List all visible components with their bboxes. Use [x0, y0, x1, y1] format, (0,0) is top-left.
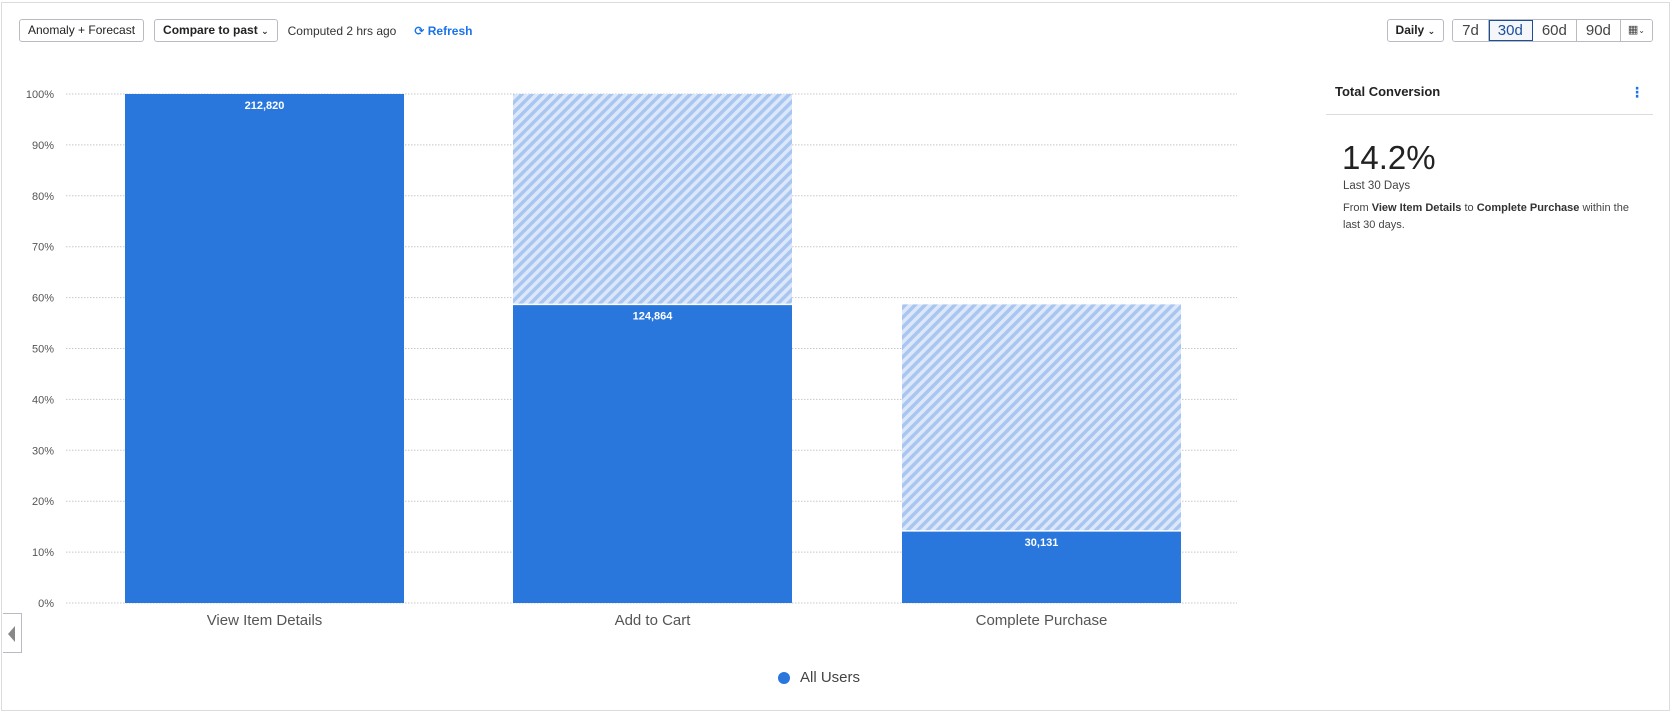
y-tick-label: 70%: [32, 242, 54, 254]
y-tick-label: 40%: [32, 394, 54, 406]
range-7d[interactable]: 7d: [1453, 20, 1489, 41]
y-tick-label: 10%: [32, 547, 54, 559]
calendar-button[interactable]: ▦⌄: [1620, 20, 1652, 41]
bar-value-label: 124,864: [633, 310, 674, 322]
conversion-description: From View Item Details to Complete Purch…: [1343, 200, 1648, 234]
toolbar-left: Anomaly + Forecast Compare to past ⌄ Com…: [19, 19, 472, 42]
desc-to: to: [1461, 202, 1477, 214]
dropoff-bar[interactable]: [902, 304, 1181, 531]
conversion-value: 14.2%: [1342, 139, 1436, 176]
interval-dropdown[interactable]: Daily ⌄: [1386, 19, 1445, 42]
desc-end-step: Complete Purchase: [1476, 202, 1580, 214]
legend-swatch: [778, 671, 790, 684]
refresh-label: Refresh: [427, 23, 473, 38]
y-tick-label: 100%: [26, 89, 54, 101]
range-30d[interactable]: 30d: [1488, 20, 1533, 41]
chevron-down-icon: ⌄: [1427, 26, 1436, 36]
compare-label: Compare to past: [163, 23, 258, 37]
computed-status: Computed 2 hrs ago: [287, 23, 397, 38]
refresh-icon: ⟳: [414, 23, 425, 38]
toolbar-right: Daily ⌄ 7d 30d 60d 90d ▦⌄: [1386, 19, 1653, 42]
legend-label: All Users: [800, 669, 861, 686]
category-label: Add to Cart: [615, 612, 692, 629]
range-90d[interactable]: 90d: [1576, 20, 1621, 41]
range-60d[interactable]: 60d: [1532, 20, 1577, 41]
y-tick-label: 0%: [38, 598, 54, 610]
legend: All Users: [778, 669, 860, 686]
chevron-down-icon: ⌄: [261, 26, 269, 36]
interval-label: Daily: [1395, 23, 1425, 37]
panel-title: Total Conversion: [1335, 84, 1441, 99]
y-tick-label: 30%: [32, 445, 54, 457]
y-tick-label: 20%: [32, 496, 54, 508]
kebab-menu-icon[interactable]: ⋮: [1630, 84, 1644, 100]
chevron-down-icon: ⌄: [1638, 26, 1645, 35]
anomaly-forecast-button[interactable]: Anomaly + Forecast: [19, 19, 145, 42]
range-selector: 7d 30d 60d 90d ▦⌄: [1452, 19, 1653, 42]
y-tick-label: 80%: [32, 191, 54, 203]
bar-value-label: 212,820: [245, 100, 285, 112]
calendar-icon: ▦: [1627, 24, 1639, 36]
conversion-period: Last 30 Days: [1343, 180, 1411, 192]
desc-start-step: View Item Details: [1371, 202, 1462, 214]
category-label: View Item Details: [207, 612, 323, 629]
desc-tail: within the last 30 days.: [1343, 202, 1629, 231]
dropoff-bar[interactable]: [513, 94, 792, 305]
collapse-panel-toggle[interactable]: [3, 613, 22, 653]
desc-from: From: [1343, 202, 1372, 214]
y-tick-label: 50%: [32, 344, 54, 356]
conversion-bar[interactable]: [902, 530, 1181, 603]
panel-divider: [1326, 114, 1653, 115]
conversion-bar[interactable]: [125, 94, 404, 603]
refresh-link[interactable]: ⟳ Refresh: [414, 24, 472, 38]
y-tick-label: 60%: [32, 293, 54, 305]
y-tick-label: 90%: [32, 140, 54, 152]
conversion-bar[interactable]: [513, 304, 792, 603]
compare-to-past-dropdown[interactable]: Compare to past ⌄: [154, 19, 278, 42]
bar-value-label: 30,131: [1025, 537, 1059, 549]
category-label: Complete Purchase: [976, 612, 1108, 629]
